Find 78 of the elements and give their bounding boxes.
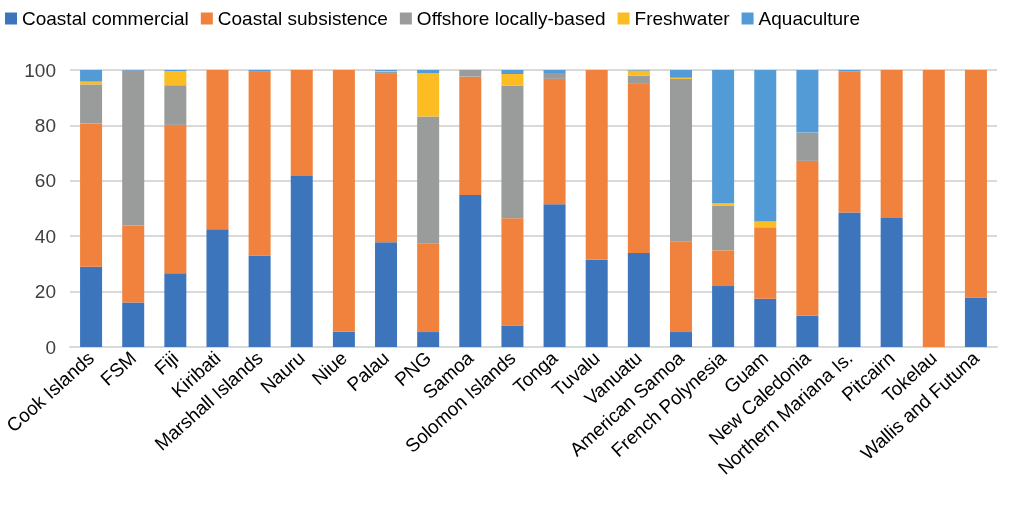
legend-label: Coastal subsistence: [217, 8, 388, 29]
bar: [164, 124, 187, 274]
bar: [417, 70, 440, 74]
bar: [922, 70, 945, 347]
bar: [290, 176, 313, 347]
bar: [332, 331, 355, 347]
bar: [669, 78, 692, 242]
bar: [375, 73, 398, 243]
bar: [122, 225, 145, 303]
bar: [80, 266, 103, 347]
bar: [838, 71, 861, 213]
bar: [669, 332, 692, 347]
bar: [880, 70, 903, 218]
bar: [459, 76, 482, 195]
bar: [501, 73, 524, 86]
bar: [669, 241, 692, 333]
bar: [501, 218, 524, 326]
bar: [290, 70, 313, 177]
bar: [80, 70, 103, 82]
y-tick-label: 60: [34, 170, 56, 192]
bar: [627, 70, 650, 76]
bar: [417, 73, 440, 117]
bar: [543, 204, 566, 347]
y-tick-label: 80: [34, 114, 56, 136]
bar: [754, 298, 777, 347]
bar: [248, 71, 271, 256]
bar: [164, 273, 187, 347]
legend-label: Offshore locally-based: [416, 8, 606, 29]
bar: [501, 70, 524, 74]
bar: [712, 205, 735, 251]
bar: [417, 116, 440, 244]
bar: [164, 71, 187, 86]
bar: [80, 84, 103, 124]
bar: [712, 286, 735, 347]
bar: [796, 315, 819, 347]
y-tick-label: 40: [34, 225, 56, 247]
bar: [838, 212, 861, 347]
bar: [796, 160, 819, 316]
bar: [585, 259, 608, 347]
bar: [501, 85, 524, 219]
bar: [122, 302, 145, 347]
legend-label: Aquaculture: [758, 8, 860, 29]
bar: [627, 75, 650, 84]
bar: [712, 203, 735, 206]
bar: [332, 70, 355, 332]
bar: [754, 70, 777, 222]
bar: [627, 83, 650, 254]
bar: [164, 85, 187, 125]
bar: [501, 325, 524, 347]
bar: [712, 250, 735, 287]
bar: [964, 70, 987, 298]
y-tick-label: 100: [24, 59, 56, 81]
bar: [248, 255, 271, 347]
bar: [543, 70, 566, 74]
bar: [712, 70, 735, 204]
bar: [206, 229, 229, 347]
y-tick-label: 0: [45, 336, 56, 358]
bar: [206, 70, 229, 230]
bar: [796, 70, 819, 133]
bar: [543, 73, 566, 79]
bar: [417, 243, 440, 333]
bar: [459, 194, 482, 347]
bar: [754, 227, 777, 299]
bar: [80, 123, 103, 267]
bar: [964, 297, 987, 347]
bar: [543, 78, 566, 205]
bar: [459, 70, 482, 77]
bar: [880, 217, 903, 347]
bar: [796, 132, 819, 161]
bar: [585, 70, 608, 260]
bar: [375, 242, 398, 347]
legend-label: Freshwater: [634, 8, 731, 29]
legend-label: Coastal commercial: [22, 8, 189, 29]
y-tick-label: 20: [34, 281, 56, 303]
bar: [122, 70, 145, 226]
bar: [417, 332, 440, 347]
bar: [669, 70, 692, 78]
bar: [627, 253, 650, 347]
